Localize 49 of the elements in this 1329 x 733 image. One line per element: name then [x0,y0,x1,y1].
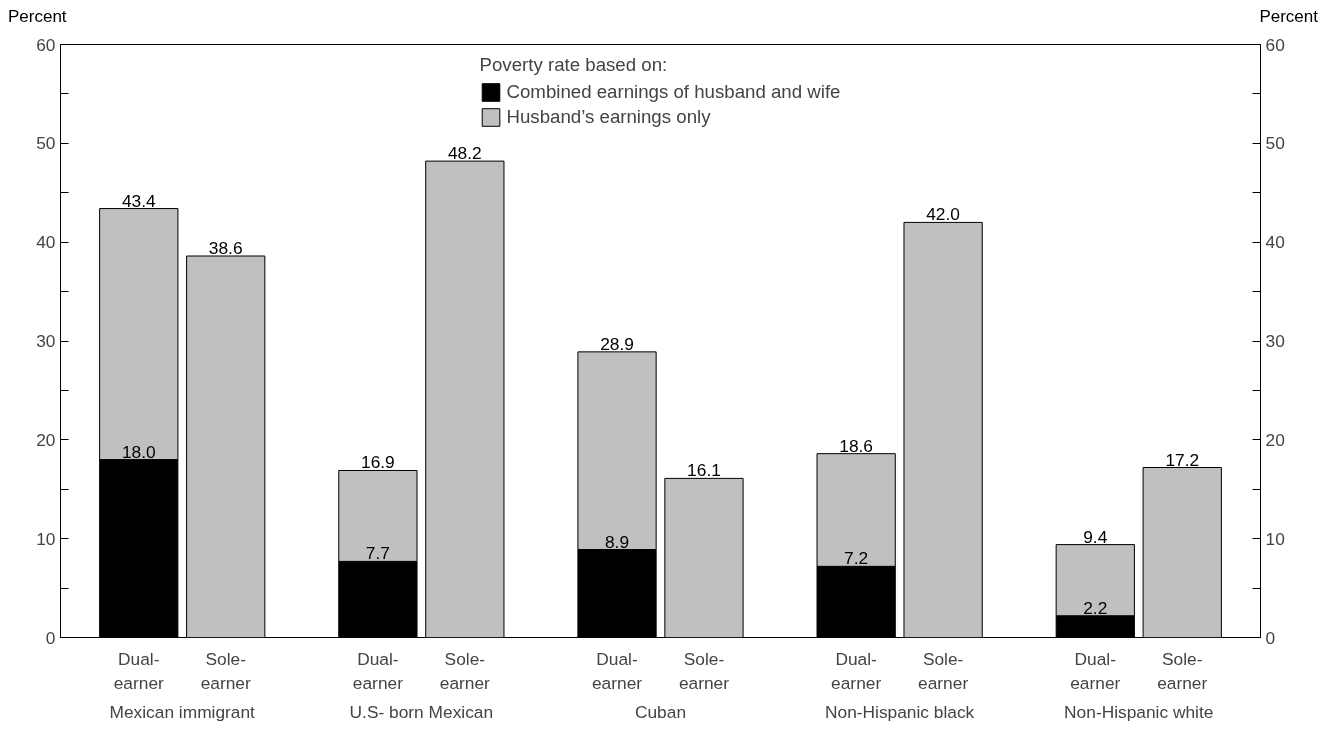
y-tick-label: 30 [36,331,56,351]
legend-label: Combined earnings of husband and wife [506,81,841,103]
text: Non-Hispanic white [1064,701,1214,722]
x-tick-label: Sole- earner [200,648,251,693]
y-tick-label: 40 [36,232,56,253]
y-tick-label: 0 [45,627,56,648]
y-tick-label: 20 [36,429,56,450]
total-label: 42.0 [926,204,960,225]
y2-tick-label: 40 [1265,232,1285,253]
data-label: 2.2 [1083,597,1108,618]
data-label: 7.2 [844,548,869,569]
x-tick-label: Sole- earner [918,648,969,693]
y2-tick-label: 30 [1265,331,1285,351]
y-tick-label: 60 [36,34,56,55]
y2-tick-label: 50 [1265,133,1285,154]
total-label: 48.2 [447,143,482,164]
y2-tick-label: 20 [1265,429,1285,450]
x-tick-label: Dual- earner [591,648,643,693]
x-tick-label: Dual- earner [352,648,404,693]
legend-label: Husband’s earnings only [506,106,711,128]
total-label: 9.4 [1083,526,1108,547]
total-label: 28.9 [600,333,634,354]
y2-tick-label: 60 [1265,34,1285,55]
x-tick-label: Dual- earner [1070,648,1121,693]
y-tick-label: 10 [36,528,56,549]
text: Non-Hispanic black [824,701,975,722]
x-tick-label: Sole- earner [1157,648,1208,693]
total-label: 17.2 [1165,449,1200,470]
total-label: 38.6 [208,238,243,258]
x-tick-label: Dual- earner [113,648,165,693]
data-label: 7.7 [365,543,390,564]
y2-tick-label: 0 [1265,627,1276,648]
data-label: 18.0 [121,441,156,462]
total-label: 16.1 [687,460,721,481]
text: Cuban [634,701,687,722]
x-tick-label: Sole- earner [439,648,491,693]
data-label: 8.9 [604,531,630,552]
y2-tick-label: 10 [1265,528,1285,549]
y2-axis-title: Percent [1259,6,1318,28]
total-label: 43.4 [121,190,156,211]
x-tick-label: Sole- earner [678,648,730,693]
legend-title: Poverty rate based on: [479,54,669,76]
total-label: 16.9 [361,452,395,473]
text: Mexican immigrant [109,701,256,722]
y-axis-title: Percent [8,6,67,28]
x-tick-label: Dual- earner [831,648,882,693]
y-tick-label: 50 [36,133,56,154]
text: U.S- born Mexican [349,701,494,722]
total-label: 18.6 [839,435,874,456]
